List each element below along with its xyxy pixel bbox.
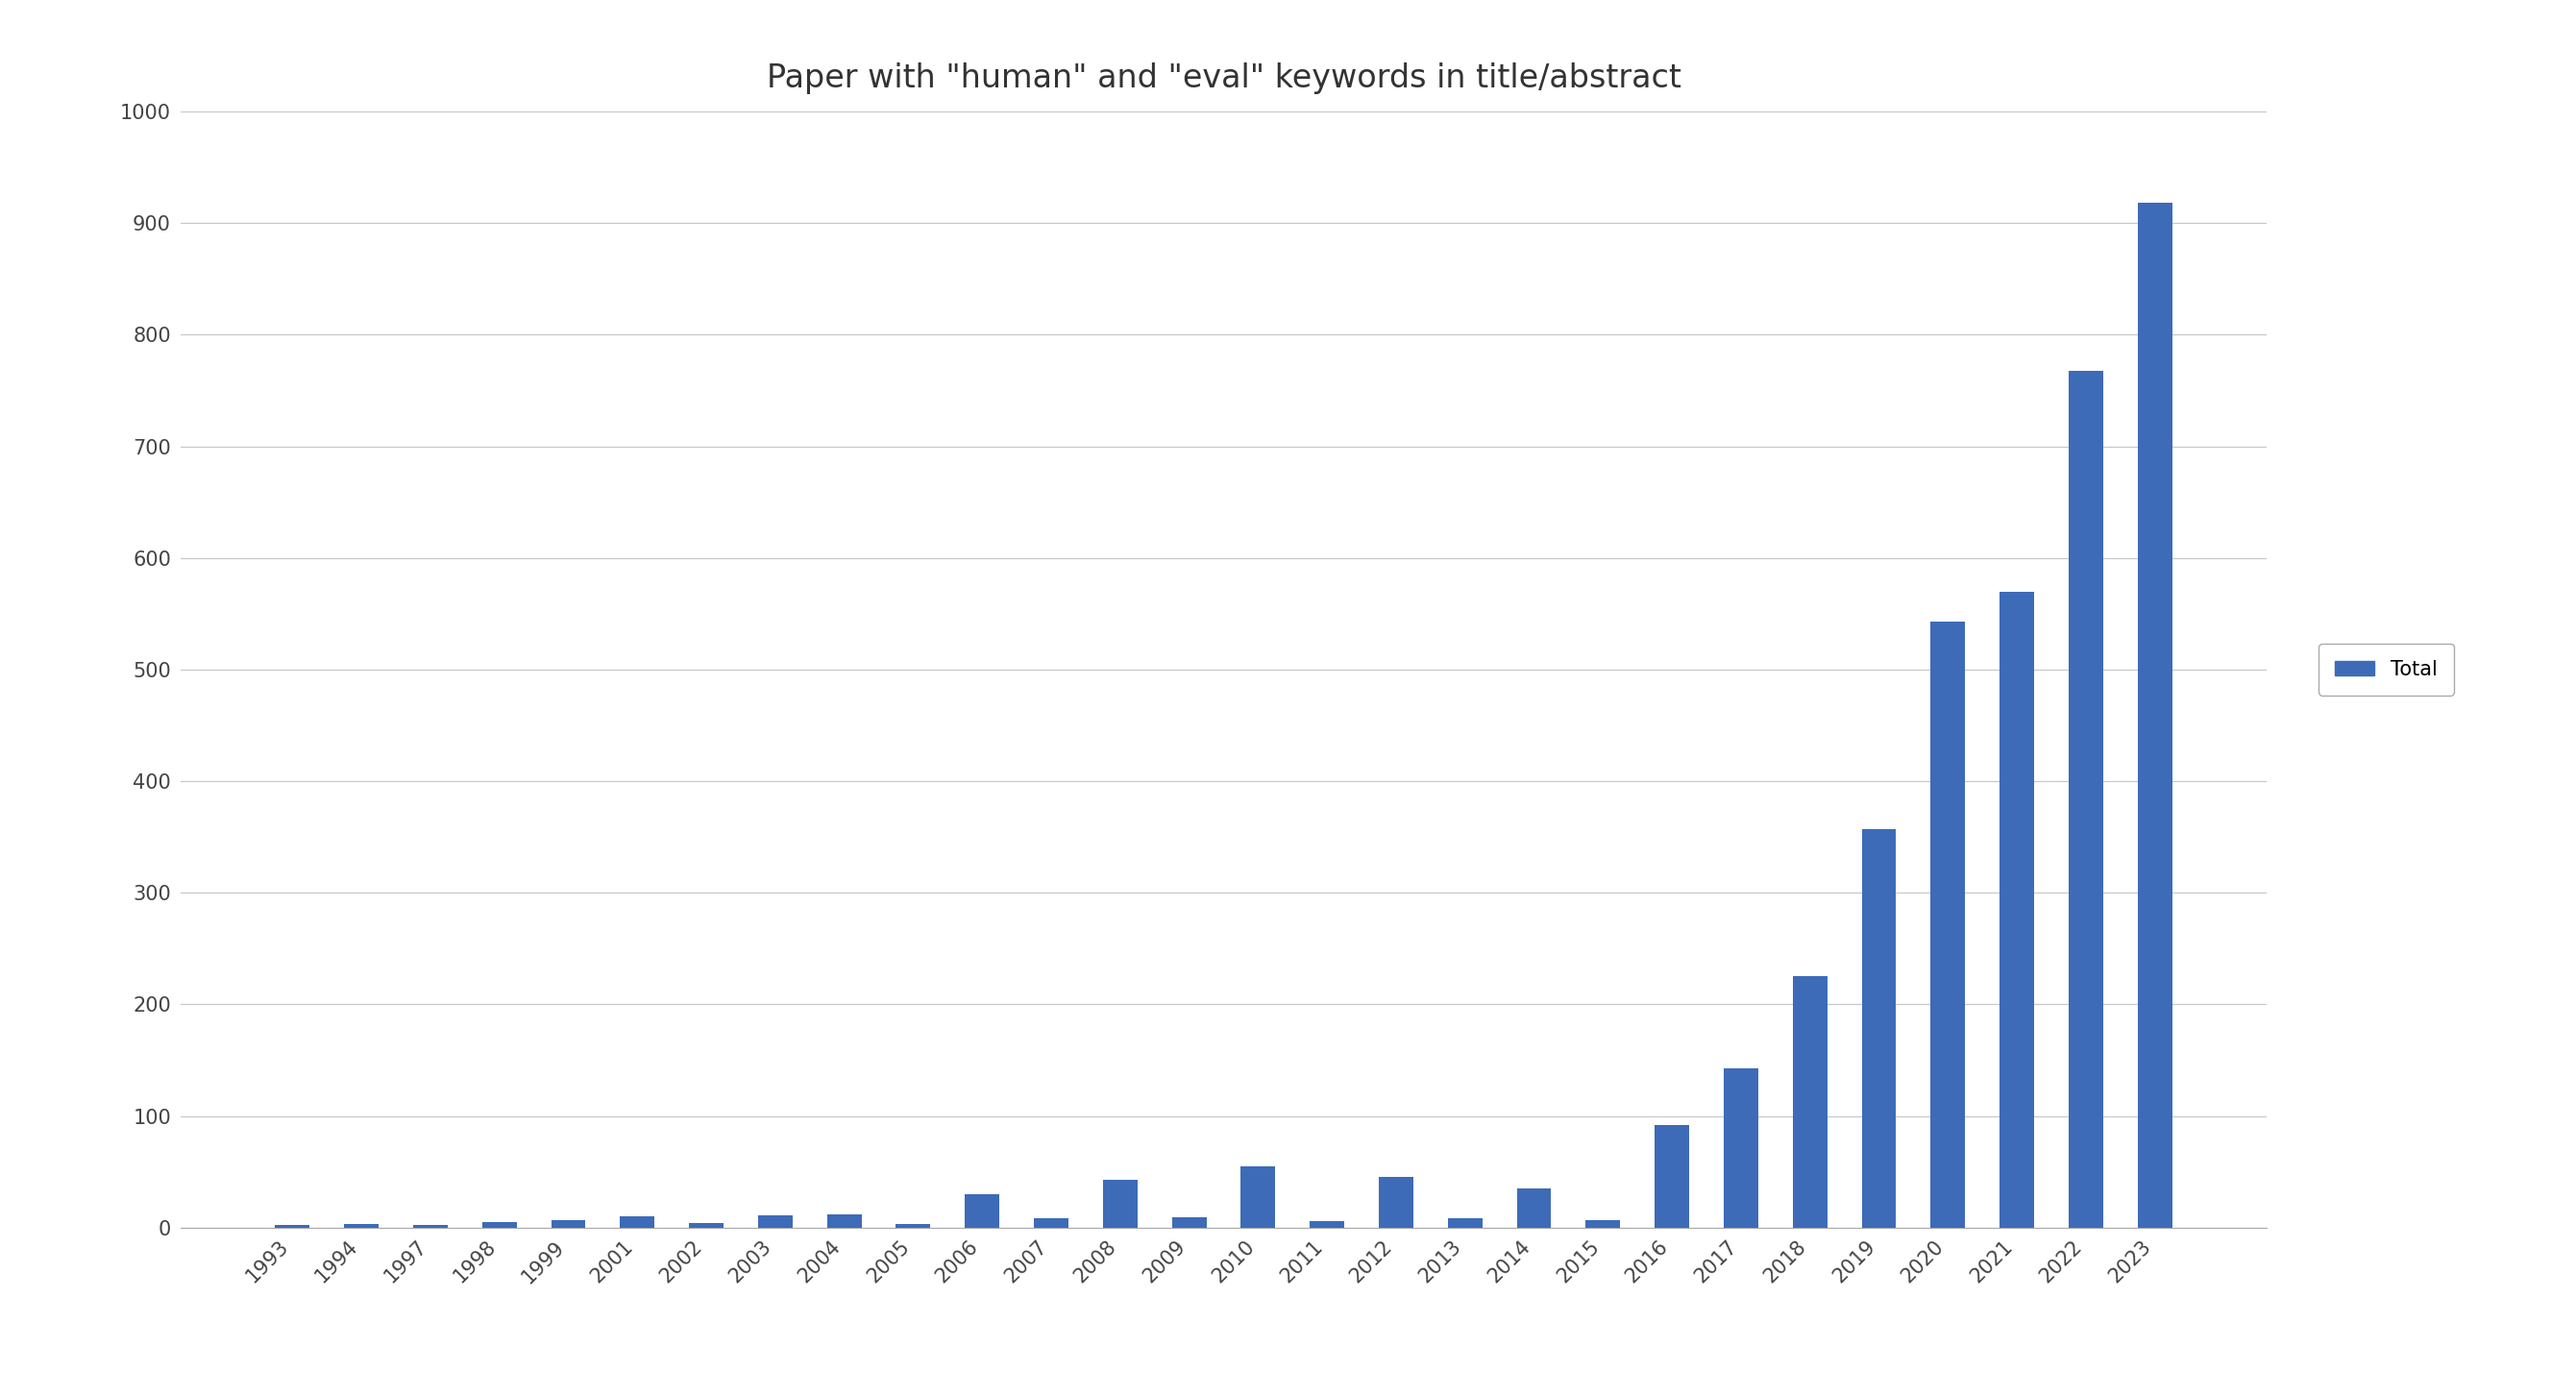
Bar	[1999, 591, 2035, 1228]
Bar	[1793, 976, 1826, 1228]
Bar	[276, 1225, 309, 1228]
Bar	[2138, 204, 2172, 1228]
Title: Paper with "human" and "eval" keywords in title/abstract: Paper with "human" and "eval" keywords i…	[765, 63, 1682, 95]
Bar	[1309, 1221, 1345, 1228]
Bar	[1723, 1069, 1759, 1228]
Bar	[551, 1219, 585, 1228]
Bar	[482, 1222, 518, 1228]
Bar	[1587, 1219, 1620, 1228]
Bar	[1378, 1177, 1414, 1228]
Bar	[2069, 371, 2102, 1228]
Bar	[757, 1215, 793, 1228]
Bar	[1033, 1219, 1069, 1228]
Legend: Total: Total	[2318, 644, 2455, 695]
Bar	[1929, 622, 1965, 1228]
Bar	[345, 1225, 379, 1228]
Bar	[688, 1223, 724, 1228]
Bar	[621, 1216, 654, 1228]
Bar	[827, 1214, 860, 1228]
Bar	[896, 1225, 930, 1228]
Bar	[1862, 829, 1896, 1228]
Bar	[1654, 1124, 1690, 1228]
Bar	[412, 1225, 448, 1228]
Bar	[1172, 1218, 1206, 1228]
Bar	[1448, 1219, 1481, 1228]
Bar	[1103, 1180, 1139, 1228]
Bar	[1517, 1189, 1551, 1228]
Bar	[1242, 1166, 1275, 1228]
Bar	[966, 1194, 999, 1228]
